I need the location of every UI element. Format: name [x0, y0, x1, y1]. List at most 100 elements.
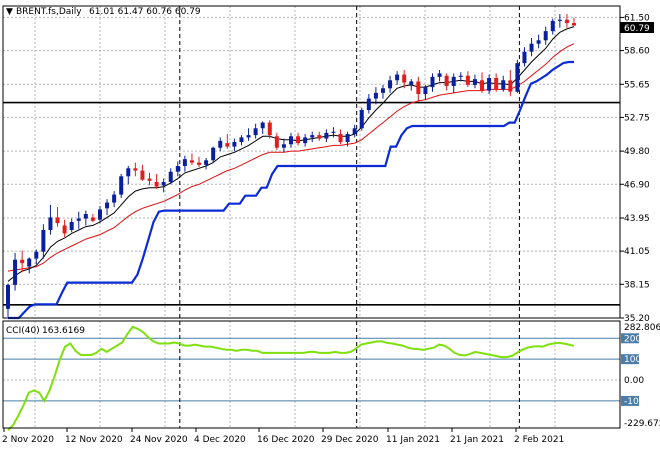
candle-body	[13, 259, 18, 285]
price-tick-label: 55.65	[624, 80, 650, 90]
candle-body	[303, 137, 308, 144]
cci-level-badge	[621, 333, 639, 344]
candle-body	[289, 136, 293, 145]
candle-body	[197, 162, 202, 165]
cci-level-lines	[3, 337, 620, 402]
candle-body	[112, 194, 117, 203]
moving-average-red	[7, 43, 575, 272]
candle-body	[296, 136, 301, 144]
candle-body	[331, 131, 336, 133]
candle-body	[218, 140, 223, 148]
time-tick-label: 4 Dec 2020	[194, 435, 246, 445]
candle-body	[494, 78, 499, 90]
cci-pane-border	[2, 320, 621, 429]
price-tick-label: 38.15	[624, 280, 650, 290]
candle-body	[76, 218, 81, 221]
candle-body	[20, 259, 25, 264]
candle-body	[430, 76, 435, 88]
cci-axis-label: -229.672	[624, 419, 660, 429]
cci-name-label: CCI(40)	[6, 326, 40, 336]
candle-body	[380, 88, 385, 93]
candle-body	[6, 284, 10, 309]
main-pane-border	[2, 5, 621, 319]
candle-body	[211, 147, 216, 161]
cci-pane-grid	[3, 321, 620, 428]
candle-body	[458, 75, 463, 77]
time-tick-label: 21 Jan 2021	[450, 435, 504, 445]
candle-body	[239, 137, 244, 142]
candle-body	[465, 75, 470, 85]
price-tick-label: 49.80	[624, 147, 650, 157]
candle-body	[366, 98, 371, 110]
candle-body	[416, 81, 421, 94]
price-tick-label: 43.95	[624, 214, 650, 224]
candle-body	[395, 74, 400, 81]
candle-body	[317, 135, 322, 139]
price-tick-label: 35.20	[624, 314, 650, 324]
candle-body	[175, 166, 180, 172]
candle-body	[55, 217, 60, 224]
candle-body	[388, 80, 393, 89]
cci-polyline	[7, 325, 575, 431]
candle-body	[345, 134, 350, 142]
candle-body	[126, 168, 131, 177]
candle-body	[41, 230, 46, 252]
price-tick-label: 61.50	[624, 13, 650, 23]
candle-body	[487, 78, 492, 91]
candle-body	[97, 209, 102, 220]
time-axis: 2 Nov 2020 12 Nov 2020 24 Nov 2020 4 Dec 20…	[2, 428, 564, 445]
cci-axis: 282.8067200 100 0.00 -100 -229.672	[621, 323, 660, 429]
candle-body	[267, 122, 272, 136]
ma-red-polyline	[7, 43, 575, 272]
candle-body	[119, 176, 124, 195]
candle-body	[168, 171, 173, 182]
candle-body	[48, 217, 53, 230]
candlestick-series	[6, 14, 576, 317]
candle-body	[451, 76, 456, 86]
cci-level-badge	[621, 354, 639, 365]
candle-body	[564, 19, 569, 24]
candle-body	[147, 178, 152, 181]
time-tick-label: 11 Jan 2021	[386, 435, 440, 445]
candle-body	[423, 87, 428, 94]
cci-axis-label: 0.00	[624, 376, 644, 386]
candle-body	[508, 80, 513, 92]
candle-body	[133, 168, 138, 171]
candle-body	[281, 144, 286, 148]
current-price-label: 60.79	[624, 24, 650, 34]
candle-body	[572, 23, 576, 26]
candle-body	[232, 142, 237, 147]
candle-body	[444, 75, 449, 86]
candle-body	[409, 81, 414, 85]
candle-body	[246, 135, 251, 138]
symbol-label: BRENT.fs,Daily	[16, 7, 82, 17]
symbol-menu-icon[interactable]: ▼	[6, 7, 13, 17]
price-tick-label: 58.60	[624, 47, 650, 57]
channel-line	[8, 60, 574, 320]
candle-body	[437, 73, 442, 77]
candle-body	[204, 160, 209, 165]
ohlc-label: 61.01 61.47 60.76 60.79	[89, 7, 201, 17]
candle-body	[310, 135, 315, 138]
candle-body	[253, 128, 258, 136]
candle-body	[90, 217, 95, 221]
candle-body	[515, 63, 520, 92]
candle-body	[480, 80, 485, 91]
vertical-markers	[179, 6, 520, 318]
candle-body	[373, 92, 378, 99]
candle-body	[324, 132, 329, 139]
cci-line-series	[7, 325, 575, 431]
candle-body	[69, 222, 74, 230]
cci-axis-label: 282.8067	[624, 323, 660, 333]
time-tick-label: 24 Nov 2020	[130, 435, 188, 445]
candle-body	[352, 128, 357, 134]
candle-body	[557, 19, 562, 21]
candle-body	[550, 20, 555, 32]
candle-body	[543, 31, 548, 41]
price-tick-label: 52.75	[624, 113, 650, 123]
time-tick-label: 29 Dec 2020	[321, 435, 379, 445]
candle-body	[274, 136, 279, 148]
